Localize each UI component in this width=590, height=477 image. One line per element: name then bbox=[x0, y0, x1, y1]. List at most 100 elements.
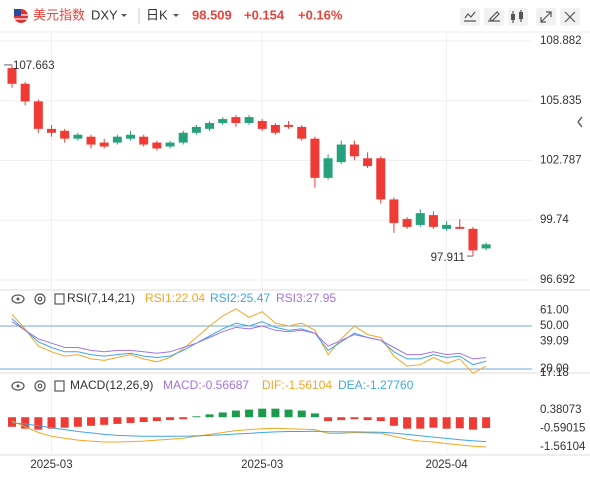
candle-body bbox=[112, 136, 122, 143]
rsi-line bbox=[11, 308, 487, 374]
candle-body bbox=[231, 117, 241, 123]
macd-bar bbox=[245, 409, 254, 418]
candle-button[interactable] bbox=[508, 8, 528, 26]
macd-bar bbox=[179, 417, 188, 420]
candle-body bbox=[297, 126, 307, 139]
macd-bar bbox=[482, 417, 491, 429]
macd-bar bbox=[455, 417, 464, 429]
candle-body bbox=[86, 136, 96, 145]
macd-bar bbox=[113, 417, 122, 424]
macd-bar bbox=[21, 417, 30, 429]
indicator-icon[interactable] bbox=[54, 380, 65, 392]
legend-entry: RSI3:27.95 bbox=[276, 291, 336, 305]
macd-bar bbox=[310, 413, 319, 418]
candle-body bbox=[165, 142, 175, 147]
macd-bar bbox=[429, 417, 438, 428]
macd-bar bbox=[284, 409, 293, 418]
macd-bar bbox=[442, 417, 451, 429]
macd-bar bbox=[73, 417, 82, 427]
candle-body bbox=[468, 228, 478, 251]
macd-line bbox=[11, 420, 487, 448]
high-annotation: 107.663 bbox=[13, 60, 55, 72]
dropdown-arrow[interactable] bbox=[173, 14, 179, 17]
change: +0.154 bbox=[244, 7, 285, 22]
settings-icon[interactable] bbox=[34, 293, 46, 305]
candle-body bbox=[442, 224, 452, 229]
rsi-line bbox=[11, 321, 487, 360]
period[interactable]: 日K bbox=[146, 7, 168, 22]
candle-body bbox=[244, 117, 254, 123]
macd-bar bbox=[166, 417, 175, 421]
x-tick-label: 2025-03 bbox=[30, 459, 72, 471]
symbol[interactable]: DXY bbox=[91, 7, 118, 22]
draw-button[interactable] bbox=[484, 8, 504, 26]
macd-panel-icons bbox=[11, 380, 65, 392]
indicator-button[interactable] bbox=[460, 8, 480, 26]
low-annotation: 97.911 bbox=[431, 252, 465, 264]
y-tick-label: 50.00 bbox=[540, 320, 569, 332]
toolbar bbox=[460, 8, 580, 26]
index-name[interactable]: 美元指数 bbox=[33, 7, 85, 22]
macd-bar bbox=[218, 412, 227, 418]
macd-bar bbox=[139, 417, 148, 423]
candle-body bbox=[402, 219, 412, 227]
candle-body bbox=[99, 142, 109, 147]
candle-body bbox=[152, 142, 162, 149]
macd-bar bbox=[324, 417, 333, 422]
last-price: 98.509 bbox=[192, 7, 232, 22]
dropdown-arrow[interactable] bbox=[121, 14, 127, 17]
candle-body bbox=[139, 136, 149, 145]
legend-entry: RSI2:25.47 bbox=[210, 291, 270, 305]
macd-bar bbox=[389, 417, 398, 426]
candle-body bbox=[73, 134, 83, 139]
candle-body bbox=[60, 130, 70, 139]
x-tick-label: 2025-04 bbox=[426, 459, 469, 471]
candle-body bbox=[389, 199, 399, 223]
y-tick-label: 0.38073 bbox=[540, 404, 582, 416]
macd-line bbox=[11, 422, 487, 443]
macd-bar bbox=[100, 417, 109, 425]
y-tick-label: 39.09 bbox=[540, 336, 569, 348]
indicator-icon[interactable] bbox=[54, 293, 65, 305]
flag-icon bbox=[14, 9, 28, 23]
collapse-arrow[interactable] bbox=[577, 116, 583, 128]
candle-body bbox=[428, 215, 438, 227]
y-tick-label: 105.835 bbox=[540, 95, 582, 107]
candle-body bbox=[376, 158, 386, 200]
x-tick-label: 2025-03 bbox=[241, 459, 283, 471]
candle-body bbox=[349, 144, 359, 157]
legend-entry: DEA:-1.27760 bbox=[338, 378, 414, 392]
y-tick-label: 17.18 bbox=[540, 367, 569, 379]
candle-body bbox=[336, 144, 346, 163]
candle-body bbox=[363, 158, 373, 167]
macd-bar bbox=[8, 417, 16, 427]
candle-body bbox=[178, 132, 188, 143]
visibility-icon[interactable] bbox=[11, 294, 25, 304]
y-tick-label: 102.787 bbox=[540, 155, 582, 167]
rsi-title: RSI(7,14,21) bbox=[67, 291, 135, 305]
candle-body bbox=[415, 213, 425, 225]
candle-body bbox=[218, 119, 228, 123]
candle-body bbox=[284, 124, 294, 127]
y-tick-label: -0.59015 bbox=[540, 423, 585, 435]
candle-body bbox=[7, 68, 17, 84]
macd-bar bbox=[403, 417, 412, 429]
macd-bar bbox=[34, 417, 43, 430]
y-tick-label: 20.00 bbox=[540, 363, 569, 375]
legend-entry: RSI1:22.04 bbox=[145, 291, 205, 305]
rsi-line bbox=[11, 318, 487, 366]
settings-icon[interactable] bbox=[34, 380, 46, 392]
macd-bar bbox=[205, 414, 214, 418]
candle-body bbox=[310, 138, 320, 178]
macd-bar bbox=[376, 417, 385, 422]
macd-bar bbox=[87, 417, 96, 426]
macd-title: MACD(12,26,9) bbox=[70, 378, 153, 392]
change-pct: +0.16% bbox=[298, 7, 343, 22]
candle-body bbox=[481, 244, 491, 249]
fullscreen-button[interactable] bbox=[536, 8, 556, 26]
candle-body bbox=[191, 126, 201, 133]
close-button[interactable] bbox=[560, 8, 580, 26]
visibility-icon[interactable] bbox=[11, 381, 25, 391]
